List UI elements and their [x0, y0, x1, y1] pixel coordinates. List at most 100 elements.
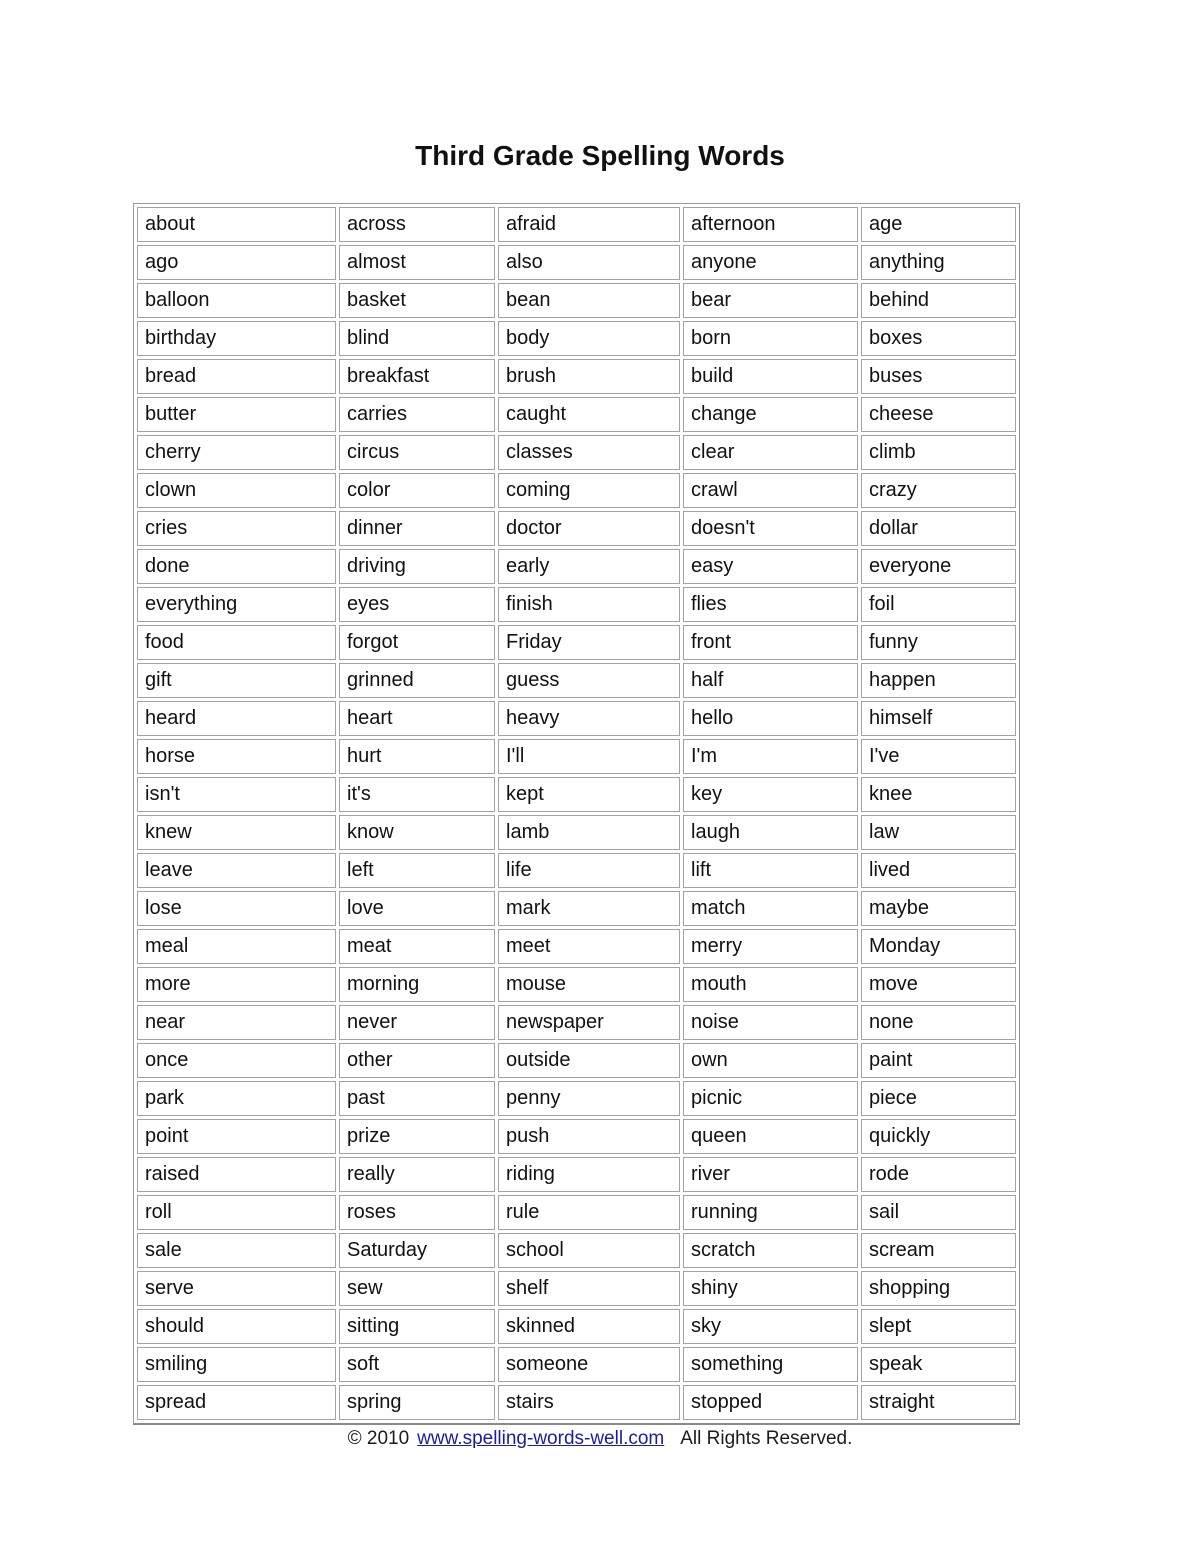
word-cell: boxes — [861, 321, 1016, 356]
word-cell: eyes — [339, 587, 495, 622]
word-cell: running — [683, 1195, 858, 1230]
word-cell: slept — [861, 1309, 1016, 1344]
table-row: cherry circus classes clear climb — [137, 435, 1016, 470]
word-cell: near — [137, 1005, 336, 1040]
word-cell: Monday — [861, 929, 1016, 964]
table-row: should sitting skinned sky slept — [137, 1309, 1016, 1344]
rights-text: All Rights Reserved. — [680, 1428, 853, 1449]
word-cell: penny — [498, 1081, 680, 1116]
word-cell: left — [339, 853, 495, 888]
word-cell: butter — [137, 397, 336, 432]
word-cell: serve — [137, 1271, 336, 1306]
word-cell: breakfast — [339, 359, 495, 394]
word-cell: once — [137, 1043, 336, 1078]
table-row: park past penny picnic piece — [137, 1081, 1016, 1116]
word-cell: merry — [683, 929, 858, 964]
word-cell: happen — [861, 663, 1016, 698]
word-cell: soft — [339, 1347, 495, 1382]
word-cell: lamb — [498, 815, 680, 850]
word-cell: circus — [339, 435, 495, 470]
word-cell: outside — [498, 1043, 680, 1078]
word-cell: key — [683, 777, 858, 812]
word-cell: morning — [339, 967, 495, 1002]
word-cell: doctor — [498, 511, 680, 546]
word-cell: cheese — [861, 397, 1016, 432]
word-cell: spread — [137, 1385, 336, 1420]
word-cell: easy — [683, 549, 858, 584]
word-cell: forgot — [339, 625, 495, 660]
word-cell: bread — [137, 359, 336, 394]
word-cell: maybe — [861, 891, 1016, 926]
word-cell: past — [339, 1081, 495, 1116]
word-cell: stairs — [498, 1385, 680, 1420]
table-row: near never newspaper noise none — [137, 1005, 1016, 1040]
word-cell: something — [683, 1347, 858, 1382]
word-cell: across — [339, 207, 495, 242]
word-cell: noise — [683, 1005, 858, 1040]
word-cell: everything — [137, 587, 336, 622]
word-cell: more — [137, 967, 336, 1002]
word-cell: classes — [498, 435, 680, 470]
word-cell: behind — [861, 283, 1016, 318]
word-cell: birthday — [137, 321, 336, 356]
word-cell: half — [683, 663, 858, 698]
word-cell: also — [498, 245, 680, 280]
word-cell: himself — [861, 701, 1016, 736]
word-cell: gift — [137, 663, 336, 698]
table-row: butter carries caught change cheese — [137, 397, 1016, 432]
word-cell: mouse — [498, 967, 680, 1002]
word-cell: mark — [498, 891, 680, 926]
word-cell: crawl — [683, 473, 858, 508]
word-cell: driving — [339, 549, 495, 584]
word-cell: age — [861, 207, 1016, 242]
word-cell: rule — [498, 1195, 680, 1230]
table-row: birthday blind body born boxes — [137, 321, 1016, 356]
word-cell: dinner — [339, 511, 495, 546]
footer: © 2010 www.spelling-words-well.com All Rig… — [0, 1428, 1200, 1450]
word-cell: basket — [339, 283, 495, 318]
table-row: lose love mark match maybe — [137, 891, 1016, 926]
word-cell: food — [137, 625, 336, 660]
table-row: cries dinner doctor doesn't dollar — [137, 511, 1016, 546]
word-cell: early — [498, 549, 680, 584]
word-cell: knee — [861, 777, 1016, 812]
table-row: sale Saturday school scratch scream — [137, 1233, 1016, 1268]
word-cell: born — [683, 321, 858, 356]
website-link[interactable]: www.spelling-words-well.com — [417, 1428, 665, 1449]
word-cell: scream — [861, 1233, 1016, 1268]
word-cell: blind — [339, 321, 495, 356]
word-cell: I've — [861, 739, 1016, 774]
word-cell: other — [339, 1043, 495, 1078]
word-cell: Friday — [498, 625, 680, 660]
word-cell: everyone — [861, 549, 1016, 584]
word-cell: funny — [861, 625, 1016, 660]
word-cell: none — [861, 1005, 1016, 1040]
copyright-text: © 2010 — [347, 1428, 410, 1449]
word-cell: mouth — [683, 967, 858, 1002]
word-cell: know — [339, 815, 495, 850]
table-row: meal meat meet merry Monday — [137, 929, 1016, 964]
table-row: knew know lamb laugh law — [137, 815, 1016, 850]
word-cell: buses — [861, 359, 1016, 394]
word-cell: move — [861, 967, 1016, 1002]
word-cell: clown — [137, 473, 336, 508]
table-row: gift grinned guess half happen — [137, 663, 1016, 698]
word-cell: paint — [861, 1043, 1016, 1078]
table-row: clown color coming crawl crazy — [137, 473, 1016, 508]
word-cell: straight — [861, 1385, 1016, 1420]
word-cell: raised — [137, 1157, 336, 1192]
word-cell: foil — [861, 587, 1016, 622]
word-cell: point — [137, 1119, 336, 1154]
word-cell: shelf — [498, 1271, 680, 1306]
word-cell: flies — [683, 587, 858, 622]
word-cell: it's — [339, 777, 495, 812]
table-row: isn't it's kept key knee — [137, 777, 1016, 812]
word-cell: speak — [861, 1347, 1016, 1382]
word-cell: lift — [683, 853, 858, 888]
word-cell: picnic — [683, 1081, 858, 1116]
word-cell: riding — [498, 1157, 680, 1192]
table-row: leave left life lift lived — [137, 853, 1016, 888]
word-cell: body — [498, 321, 680, 356]
word-cell: river — [683, 1157, 858, 1192]
word-cell: law — [861, 815, 1016, 850]
